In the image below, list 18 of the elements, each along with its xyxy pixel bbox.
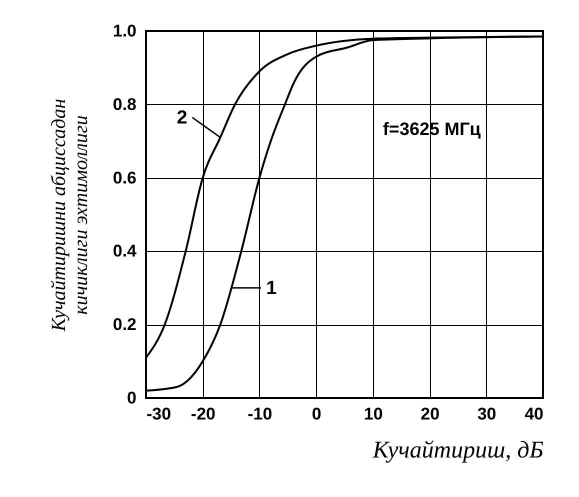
x-tick-label: -10: [248, 404, 272, 424]
x-tick-label: 30: [477, 404, 496, 424]
x-tick-label: 10: [364, 404, 383, 424]
x-axis-title: Кучайтириш, дБ: [372, 438, 544, 464]
y-tick-label: 0.4: [112, 242, 138, 261]
y-tick-label: 0.2: [112, 315, 136, 334]
x-tick-label: 20: [420, 404, 440, 424]
y-tick-label: 1.0: [112, 22, 136, 40]
y-tick-label: 0: [127, 388, 136, 408]
x-tick-label: 40: [524, 404, 544, 424]
y-axis-title: Кучайтиришни абциссадан кичиклиги эхтимоллиги: [48, 98, 92, 332]
annotation: 1: [266, 278, 278, 299]
x-tick-label: -30: [146, 404, 172, 424]
x-tick-label: 0: [312, 404, 322, 424]
y-tick-label: 0.8: [112, 94, 136, 114]
x-tick-label: -20: [190, 404, 216, 424]
y-tick-label: 0.6: [112, 168, 136, 188]
annotation: 2: [176, 107, 188, 128]
